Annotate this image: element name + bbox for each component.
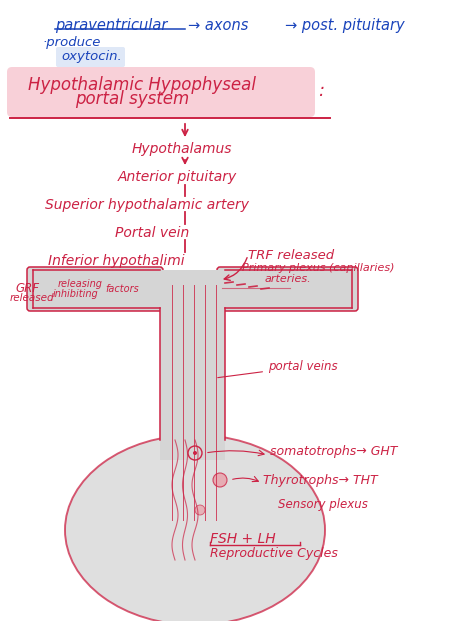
FancyBboxPatch shape — [56, 47, 125, 67]
Text: GRF: GRF — [15, 282, 39, 295]
FancyBboxPatch shape — [217, 267, 358, 311]
Text: → post. pituitary: → post. pituitary — [285, 18, 405, 33]
Text: released: released — [10, 293, 55, 303]
Text: paraventricular: paraventricular — [55, 18, 167, 33]
Circle shape — [213, 473, 227, 487]
Text: Hypothalamus: Hypothalamus — [132, 142, 233, 156]
Text: TRF released: TRF released — [248, 249, 334, 262]
Circle shape — [193, 451, 197, 455]
Text: → axons: → axons — [188, 18, 248, 33]
Text: portal system: portal system — [75, 90, 189, 108]
Text: releasing: releasing — [58, 279, 103, 289]
Text: Hypothalamic Hypophyseal: Hypothalamic Hypophyseal — [28, 76, 256, 94]
Text: :: : — [318, 82, 324, 100]
Text: oxytocin.: oxytocin. — [61, 50, 122, 63]
Text: arteries.: arteries. — [265, 274, 311, 284]
Text: somatotrophs→ GHT: somatotrophs→ GHT — [270, 445, 397, 458]
Text: ·produce: ·produce — [42, 36, 100, 49]
Text: Reproductive Cycles: Reproductive Cycles — [210, 547, 338, 560]
Text: Superior hypothalamic artery: Superior hypothalamic artery — [45, 198, 249, 212]
Text: Thyrotrophs→ THT: Thyrotrophs→ THT — [263, 474, 378, 487]
Text: FSH + LH: FSH + LH — [210, 532, 275, 546]
Circle shape — [195, 505, 205, 515]
Bar — [160, 308, 225, 440]
Text: factors: factors — [105, 284, 139, 294]
Bar — [160, 270, 225, 308]
Ellipse shape — [65, 435, 325, 621]
Text: Portal vein: Portal vein — [115, 226, 189, 240]
Text: Sensory plexus: Sensory plexus — [278, 498, 368, 511]
Text: inhibiting: inhibiting — [53, 289, 99, 299]
Text: portal veins: portal veins — [218, 360, 337, 378]
Text: Anterior pituitary: Anterior pituitary — [118, 170, 237, 184]
Text: Inferior hypothalimi: Inferior hypothalimi — [48, 254, 185, 268]
FancyBboxPatch shape — [27, 267, 163, 311]
FancyBboxPatch shape — [7, 67, 315, 117]
Bar — [160, 430, 225, 460]
Text: Primary plexus (capillaries): Primary plexus (capillaries) — [242, 263, 394, 273]
